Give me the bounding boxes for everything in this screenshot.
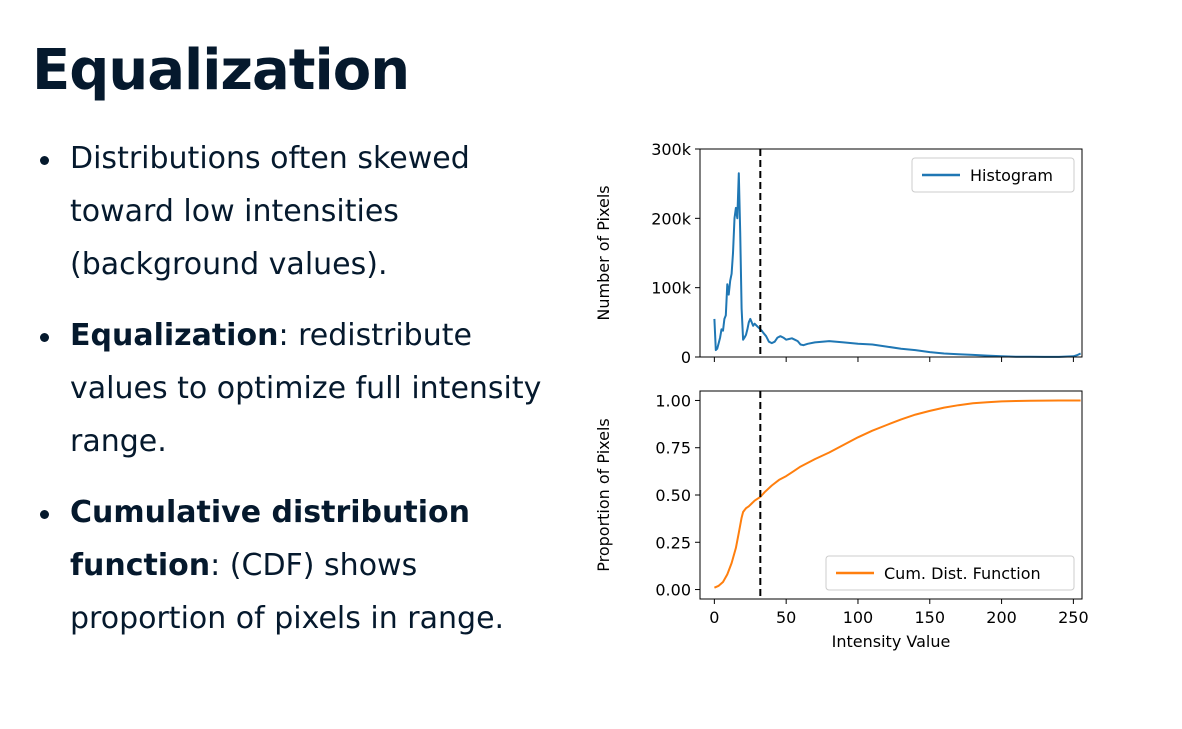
y-tick-label: 0.25 <box>655 533 691 552</box>
chart-panel-2: 0.00 0.25 0.50 0.75 1.00 0 50 100 150 200 250 Propo… <box>594 390 1089 651</box>
y-tick-label: 1.00 <box>655 391 691 410</box>
bullet-text: : redistribute values to optimize full i… <box>70 318 542 459</box>
y-tick-label: 200k <box>651 209 692 228</box>
y-tick-label: 0 <box>681 348 691 367</box>
bullet-bold: Equalization <box>70 318 279 353</box>
x-tick-label: 150 <box>915 608 946 627</box>
histogram-cdf-figure: 0 100k 200k 300k Number of Pixels Histogram 0.… <box>594 140 1089 651</box>
legend-box <box>911 157 1075 193</box>
bullet-text: Distributions often skewed toward low in… <box>70 141 470 282</box>
plot-frame <box>699 148 1083 358</box>
bullet-item: Distributions often skewed toward low in… <box>40 132 570 291</box>
x-tick-label: 200 <box>986 608 1017 627</box>
legend: Histogram <box>911 157 1075 193</box>
bullet-item: Equalization: redistribute values to opt… <box>40 309 570 468</box>
y-tick-label: 0.50 <box>655 486 691 505</box>
y-tick-label: 300k <box>651 140 692 159</box>
legend-box <box>825 555 1075 591</box>
y-axis-label: Number of Pixels <box>594 185 613 320</box>
legend-label: Histogram <box>970 166 1053 185</box>
y-tick-label: 100k <box>651 279 692 298</box>
x-tick-label: 0 <box>709 608 719 627</box>
x-axis-label: Intensity Value <box>832 632 951 651</box>
y-tick-label: 0.75 <box>655 439 691 458</box>
series-line <box>713 172 1082 358</box>
bullet-item: Cumulative distribution function: (CDF) … <box>40 486 570 645</box>
slide-title: Equalization <box>32 38 410 103</box>
y-tick-label: 0.00 <box>655 581 691 600</box>
series-line <box>713 399 1081 589</box>
bullet-text: : (CDF) shows proportion of pixels in ra… <box>70 548 505 636</box>
x-tick-label: 50 <box>776 608 796 627</box>
x-tick-label: 250 <box>1058 608 1089 627</box>
legend-label: Cum. Dist. Function <box>884 564 1041 583</box>
chart-panel-1: 0 100k 200k 300k Number of Pixels Histogram <box>594 140 1083 367</box>
bullet-list: Distributions often skewed toward low in… <box>40 132 570 663</box>
bullet-bold: Cumulative distribution function <box>70 495 470 583</box>
y-axis-label: Proportion of Pixels <box>594 418 613 572</box>
legend: Cum. Dist. Function <box>825 555 1075 591</box>
x-tick-label: 100 <box>843 608 874 627</box>
